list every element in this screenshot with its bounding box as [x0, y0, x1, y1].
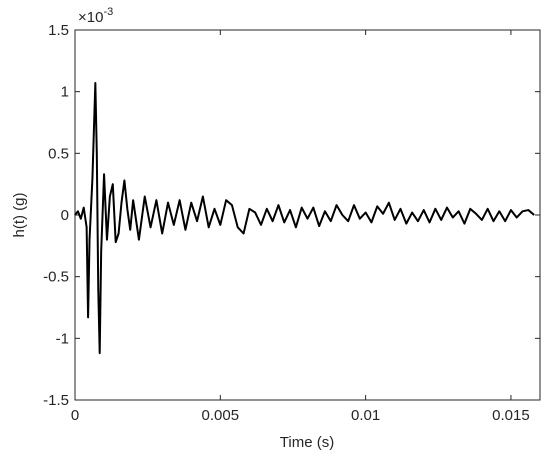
axes-box — [74, 29, 541, 401]
y-tick-label: 1 — [61, 84, 69, 101]
x-tick-label: 0.005 — [202, 407, 240, 424]
y-axis-label: h(t) (g) — [11, 192, 28, 237]
x-tick-label: 0.015 — [492, 407, 530, 424]
x-tick-label: 0 — [71, 407, 79, 424]
y-multiplier: ×10-3 — [78, 6, 113, 26]
x-tick-label: 0.01 — [351, 407, 380, 424]
y-tick-label: -0.5 — [43, 269, 69, 286]
y-tick-label: -1.5 — [43, 392, 69, 409]
y-tick-label: 0 — [61, 207, 69, 224]
x-axis-label: Time (s) — [280, 434, 334, 451]
y-tick-label: -1 — [56, 330, 69, 347]
y-tick-label: 0.5 — [48, 145, 69, 162]
data-line — [74, 82, 535, 355]
y-tick-label: 1.5 — [48, 22, 69, 39]
